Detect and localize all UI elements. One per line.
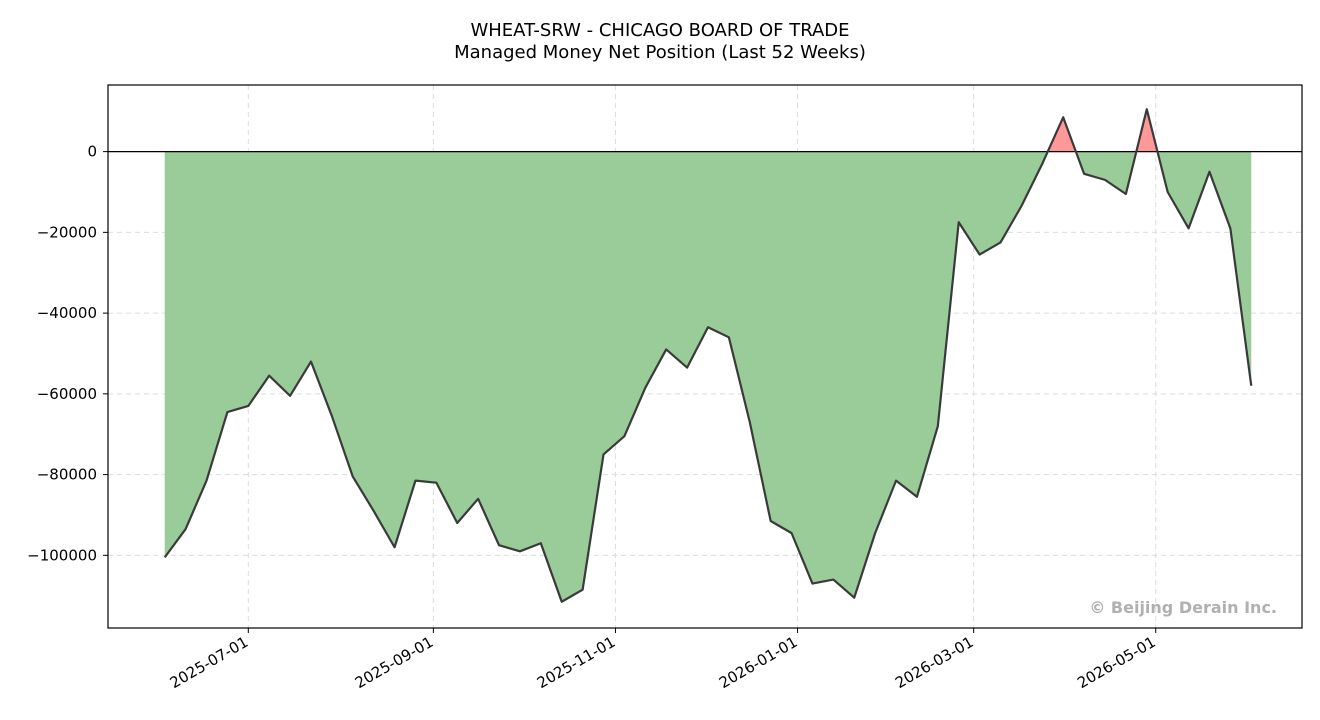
x-tick-label: 2026-03-01 xyxy=(892,633,977,692)
x-tick-label: 2025-07-01 xyxy=(167,633,252,692)
area-positive xyxy=(1047,117,1076,152)
series-line xyxy=(163,108,1253,603)
series-group xyxy=(163,108,1253,603)
area-negative xyxy=(1157,151,1252,386)
watermark: © Beijing Derain Inc. xyxy=(1089,598,1277,617)
x-tick-label: 2025-09-01 xyxy=(352,633,437,692)
area-negative xyxy=(1075,151,1137,194)
y-tick-label: −60000 xyxy=(37,385,97,403)
y-tick-label: −100000 xyxy=(27,546,97,564)
y-tick-label: −40000 xyxy=(37,304,97,322)
plot-frame xyxy=(107,84,1303,629)
area-fills xyxy=(164,109,1252,602)
area-negative xyxy=(164,151,1048,602)
y-tick-label: 0 xyxy=(87,143,97,161)
x-tick-label: 2025-11-01 xyxy=(534,633,619,692)
chart-subtitle: Managed Money Net Position (Last 52 Week… xyxy=(454,42,866,63)
x-tick-label: 2026-05-01 xyxy=(1074,633,1159,692)
y-tick-label: −80000 xyxy=(37,466,97,484)
x-tick-label: 2026-01-01 xyxy=(716,633,801,692)
chart-title: WHEAT-SRW - CHICAGO BOARD OF TRADE xyxy=(470,20,850,41)
area-positive xyxy=(1136,109,1158,152)
y-tick-label: −20000 xyxy=(37,223,97,241)
